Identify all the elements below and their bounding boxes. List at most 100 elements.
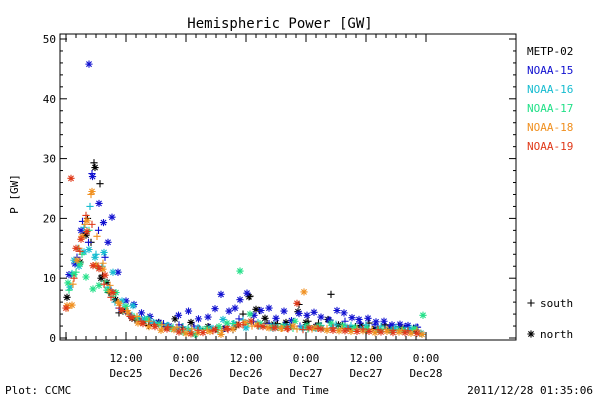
data-point-north [272, 314, 280, 322]
x-tick-time-label: 0:00 [173, 352, 200, 365]
data-point-south [116, 304, 124, 312]
data-point-south [80, 223, 88, 231]
data-point-south [246, 292, 254, 300]
data-point-north [215, 323, 223, 331]
data-point-north [315, 322, 323, 330]
data-point-south [203, 326, 211, 334]
data-point-north [95, 199, 103, 208]
data-point-south [218, 326, 226, 334]
data-point-south [263, 323, 271, 331]
data-point-north [68, 301, 76, 309]
data-point-north [411, 324, 419, 333]
data-point-north [335, 327, 343, 335]
data-point-north [305, 324, 313, 332]
data-point-north [311, 324, 319, 332]
data-point-north [109, 268, 117, 276]
data-point-north [217, 330, 225, 339]
data-point-north [317, 325, 325, 333]
footer-plot-source: Plot: CCMC [5, 384, 71, 397]
data-point-south [88, 220, 96, 228]
x-tick-time-label: 0:00 [293, 352, 320, 365]
data-point-north [72, 244, 80, 252]
data-point-south [88, 169, 96, 178]
data-point-north [295, 309, 303, 318]
data-point-south [284, 325, 292, 333]
x-tick-date-label: Dec26 [169, 367, 202, 380]
data-point-north [396, 320, 404, 328]
legend-entry: NOAA-16 [527, 83, 573, 96]
data-point-south [101, 253, 109, 261]
data-point-south [299, 326, 307, 334]
chart-title: Hemispheric Power [GW] [187, 16, 372, 32]
data-point-north [63, 302, 71, 310]
data-point-north [291, 317, 299, 325]
x-tick-time-label: 0:00 [413, 352, 440, 365]
data-point-south [84, 238, 93, 246]
data-point-north [246, 310, 254, 318]
data-point-north [372, 318, 380, 326]
data-point-south [96, 180, 104, 188]
data-point-north [187, 330, 195, 338]
data-point-north [182, 329, 190, 337]
legend-entry: NOAA-18 [527, 121, 573, 134]
data-point-south [239, 321, 247, 329]
data-point-south [82, 211, 90, 220]
x-tick-time-label: 12:00 [349, 352, 382, 365]
data-point-north [395, 328, 403, 336]
data-point-north [191, 330, 199, 339]
data-point-north [194, 315, 203, 323]
data-point-south [327, 290, 335, 298]
data-point-north [199, 329, 207, 337]
data-point-south [314, 324, 322, 333]
data-point-north [265, 304, 273, 312]
data-point-south [133, 312, 141, 321]
data-point-south [389, 326, 397, 334]
y-tick-label: 10 [43, 272, 56, 285]
data-point-south [65, 286, 73, 294]
data-point-north [171, 315, 179, 323]
data-point-north [211, 326, 219, 334]
data-point-south [92, 250, 100, 258]
x-axis: 12:00 Dec25 0:00 Dec26 12:00 Dec26 0:00 Dec27 12… [65, 34, 443, 380]
data-point-south [94, 226, 103, 234]
y-tick-label: 50 [43, 33, 56, 46]
data-point-south [194, 326, 202, 334]
x-tick-time-label: 12:00 [109, 352, 142, 365]
data-point-south [94, 262, 102, 270]
data-point-north [95, 265, 103, 273]
x-tick-date-label: Dec27 [349, 367, 382, 380]
data-point-north [65, 271, 73, 279]
data-point-south [99, 259, 107, 267]
data-point-north [339, 321, 347, 330]
data-point-north [351, 323, 359, 331]
data-point-north [380, 317, 388, 325]
data-point-north [253, 321, 261, 329]
data-point-north [303, 311, 311, 319]
data-point-north [157, 326, 165, 334]
data-point-north [259, 323, 267, 331]
data-point-south [329, 324, 337, 332]
data-point-north [217, 290, 225, 298]
data-point-north [256, 320, 264, 328]
data-point-north [62, 304, 70, 312]
data-point-north [235, 321, 243, 329]
data-point-north [343, 323, 351, 331]
data-point-south [164, 323, 172, 331]
data-point-north [223, 319, 231, 327]
data-point-south [126, 312, 134, 321]
data-point-north [294, 308, 302, 316]
data-point-north [257, 306, 265, 315]
y-tick-label: 30 [43, 153, 56, 166]
data-point-south [145, 317, 153, 325]
data-point-north [66, 283, 74, 291]
data-point-north [64, 279, 72, 287]
data-point-north [223, 324, 231, 333]
data-point-north [89, 285, 97, 293]
legend-entry: NOAA-19 [527, 140, 573, 153]
data-point-north [83, 217, 91, 225]
data-point-north [211, 305, 219, 313]
data-point-south [371, 321, 379, 329]
data-point-south [293, 325, 301, 333]
data-point-north [95, 281, 103, 289]
data-point-north [174, 311, 183, 319]
